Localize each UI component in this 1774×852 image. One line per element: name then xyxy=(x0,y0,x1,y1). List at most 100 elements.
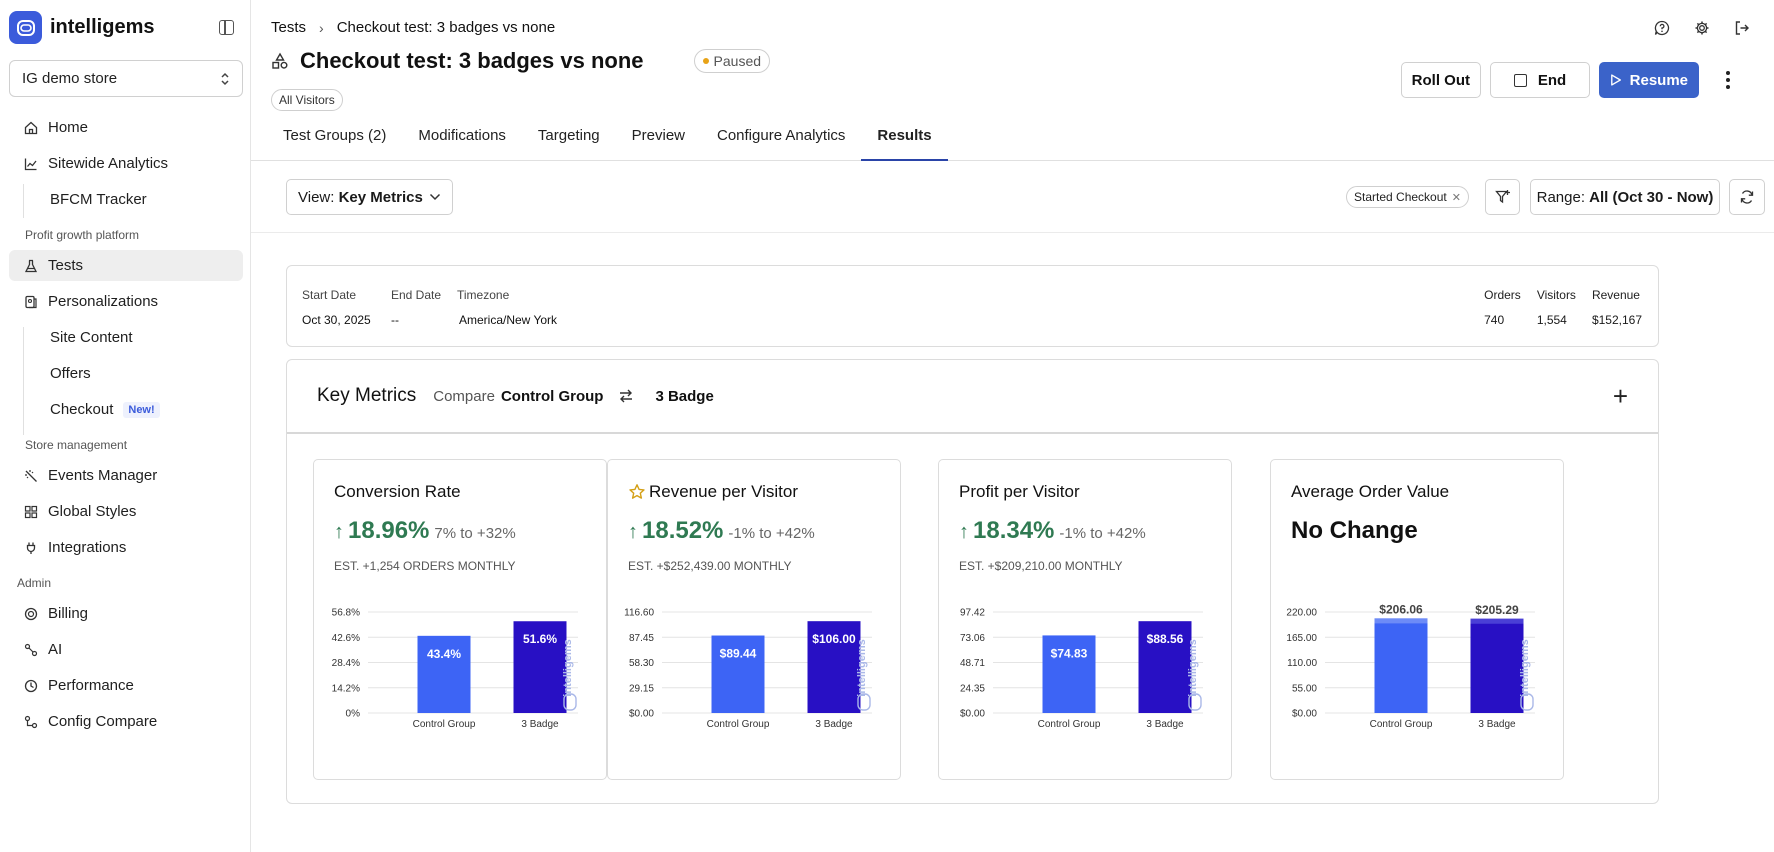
sidebar-item-ai[interactable]: AI xyxy=(9,634,243,665)
compare-group-b[interactable]: 3 Badge xyxy=(655,387,714,405)
revenue-per-visitor-chart: $0.00 29.15 58.30 87.45 116.60 $89.44 Control … xyxy=(624,608,872,730)
end-button-label: End xyxy=(1537,71,1567,89)
sidebar-nav: Home Sitewide Analytics BFCM Tracker Pro… xyxy=(9,112,243,742)
sidebar-item-checkout[interactable]: Checkout New! xyxy=(9,394,243,425)
view-select[interactable]: View: Key Metrics xyxy=(286,179,453,215)
filter-chip[interactable]: Started Checkout ✕ xyxy=(1346,186,1469,208)
logo-icon xyxy=(9,11,42,44)
sidebar-item-billing[interactable]: Billing xyxy=(9,598,243,629)
range-value: All (Oct 30 - Now) xyxy=(1589,188,1714,206)
end-button[interactable]: End xyxy=(1490,62,1590,98)
visitors-value: 1,554 xyxy=(1536,313,1567,327)
y-tick-label: 97.42 xyxy=(960,608,985,619)
star-icon[interactable] xyxy=(628,483,646,501)
store-select-value: IG demo store xyxy=(22,70,118,87)
brand[interactable]: intelligems xyxy=(9,11,154,44)
status-label: Paused xyxy=(713,53,762,69)
bar xyxy=(1374,618,1428,713)
tab-modifications[interactable]: Modifications xyxy=(418,127,506,144)
chevron-down-icon xyxy=(429,193,441,201)
sidebar-item-label: BFCM Tracker xyxy=(50,191,147,208)
bar-ci-band xyxy=(1470,618,1524,624)
timezone-label: Timezone xyxy=(457,288,510,302)
sidebar-item-site-content[interactable]: Site Content xyxy=(9,322,243,353)
compare-group-a[interactable]: Control Group xyxy=(500,387,604,405)
new-badge: New! xyxy=(123,401,160,418)
resume-button-label: Resume xyxy=(1629,71,1688,89)
range-select[interactable]: Range: All (Oct 30 - Now) xyxy=(1530,179,1720,215)
metric-card-average-order-value: Average Order Value No Change $0.00 55.00… xyxy=(1270,459,1564,780)
collapse-sidebar-icon[interactable] xyxy=(219,20,234,35)
sidebar-item-home[interactable]: Home xyxy=(9,112,243,143)
sidebar-item-offers[interactable]: Offers xyxy=(9,358,243,389)
sidebar-item-bfcm-tracker[interactable]: BFCM Tracker xyxy=(9,184,243,215)
filter-plus-icon xyxy=(1494,190,1510,204)
test-info-card: Start Date Oct 30, 2025 End Date -- Time… xyxy=(286,265,1659,347)
view-select-text: View: Key Metrics xyxy=(298,189,423,206)
audience-chip[interactable]: All Visitors xyxy=(271,89,343,111)
metric-estimate: EST. +$209,210.00 MONTHLY xyxy=(959,559,1123,573)
filter-button[interactable] xyxy=(1485,179,1520,215)
y-tick-label: $0.00 xyxy=(629,709,654,720)
breadcrumb: Tests › Checkout test: 3 badges vs none xyxy=(271,19,555,36)
tab-preview[interactable]: Preview xyxy=(631,127,685,144)
close-icon[interactable]: ✕ xyxy=(1451,191,1461,204)
orders-label: Orders xyxy=(1484,288,1521,302)
breadcrumb-tests-link[interactable]: Tests xyxy=(271,19,307,36)
sidebar-item-label: Config Compare xyxy=(48,713,158,730)
gear-icon[interactable] xyxy=(1694,20,1710,36)
tab-results[interactable]: Results xyxy=(861,120,948,161)
y-tick-label: 24.35 xyxy=(960,683,985,694)
help-icon[interactable] xyxy=(1654,20,1670,36)
arrow-up-icon: ↑ xyxy=(959,521,969,543)
data-label: $74.83 xyxy=(1051,646,1088,660)
arrow-up-icon: ↑ xyxy=(628,521,638,543)
sidebar-item-tests[interactable]: Tests xyxy=(9,250,243,281)
store-select[interactable]: IG demo store xyxy=(9,60,243,97)
compare-label: Compare xyxy=(433,387,495,405)
sidebar-item-config-compare[interactable]: Config Compare xyxy=(9,706,243,737)
watermark-text: intelligems xyxy=(1187,639,1199,696)
add-metric-icon[interactable]: + xyxy=(1612,381,1628,411)
tab-targeting[interactable]: Targeting xyxy=(537,127,600,144)
swap-icon[interactable] xyxy=(619,389,633,403)
filter-chip-label: Started Checkout xyxy=(1354,190,1447,204)
metric-lift: 18.52% xyxy=(642,517,724,544)
sidebar-item-performance[interactable]: Performance xyxy=(9,670,243,701)
profit-per-visitor-chart: $0.00 24.35 48.71 73.06 97.42 $74.83 Control G… xyxy=(960,608,1203,730)
sidebar-item-events-manager[interactable]: Events Manager xyxy=(9,460,243,491)
tab-test-groups[interactable]: Test Groups (2) xyxy=(283,127,387,144)
nav-tree-line xyxy=(23,184,24,218)
more-options-icon[interactable] xyxy=(1720,71,1736,89)
logout-icon[interactable] xyxy=(1734,20,1750,36)
sidebar-item-global-styles[interactable]: Global Styles xyxy=(9,496,243,527)
resume-button[interactable]: Resume xyxy=(1599,62,1699,98)
data-label: $88.56 xyxy=(1147,632,1184,646)
bar xyxy=(513,621,567,713)
metric-lift: 18.34% xyxy=(973,517,1055,544)
metric-range: -1% to +42% xyxy=(1059,525,1146,542)
range-label: Range: xyxy=(1536,188,1585,206)
sidebar-item-sitewide-analytics[interactable]: Sitewide Analytics xyxy=(9,148,243,179)
y-tick-label: 48.71 xyxy=(960,658,985,669)
main-content: Tests › Checkout test: 3 badges vs none … xyxy=(251,0,1774,852)
sidebar-item-label: Performance xyxy=(48,677,134,694)
y-tick-label: 42.6% xyxy=(332,633,360,644)
bar xyxy=(417,635,471,713)
sparkle-icon xyxy=(24,469,38,483)
status-badge: Paused xyxy=(693,49,771,73)
sidebar-item-personalizations[interactable]: Personalizations xyxy=(9,286,243,317)
view-label: View: xyxy=(298,188,335,206)
tab-configure-analytics[interactable]: Configure Analytics xyxy=(717,127,846,144)
y-tick-label: 55.00 xyxy=(1292,683,1317,694)
metric-estimate: EST. +1,254 ORDERS MONTHLY xyxy=(334,559,516,573)
header-actions: Roll Out End Resume xyxy=(1400,62,1736,98)
sidebar-item-integrations[interactable]: Integrations xyxy=(9,532,243,563)
roll-out-button[interactable]: Roll Out xyxy=(1400,62,1481,98)
test-shapes-icon xyxy=(272,52,288,69)
x-tick-label: Control Group xyxy=(707,719,770,730)
refresh-button[interactable] xyxy=(1729,179,1765,215)
key-metrics-title: Key Metrics xyxy=(317,385,417,406)
metric-title: Conversion Rate xyxy=(334,482,461,501)
